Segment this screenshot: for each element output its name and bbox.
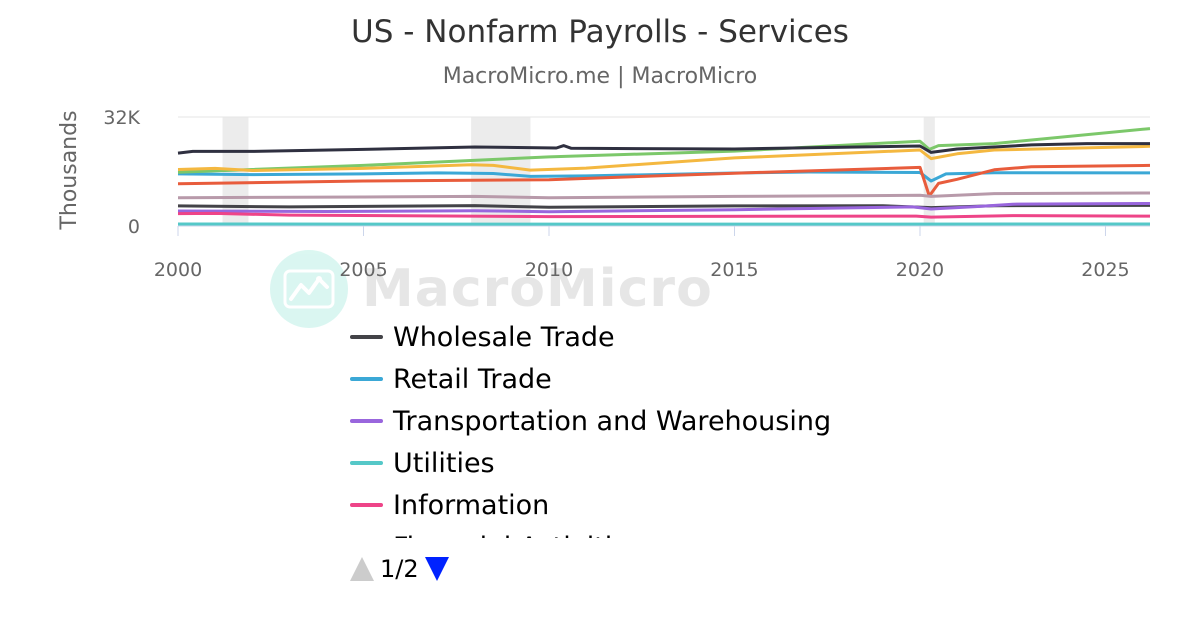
legend-swatch	[350, 503, 383, 507]
legend-swatch	[350, 419, 383, 423]
legend-label: Retail Trade	[393, 363, 552, 395]
watermark-logo-icon	[270, 250, 348, 328]
legend-item[interactable]: Financial Activities	[350, 526, 970, 539]
x-tick-label-0: 2000	[154, 259, 202, 281]
legend-item[interactable]: Utilities	[350, 442, 970, 484]
series-line-4[interactable]	[177, 211, 1151, 219]
legend: Wholesale Trade Retail Trade Transportatio…	[350, 316, 970, 538]
legend-item[interactable]: Transportation and Warehousing	[350, 400, 970, 442]
x-tick-label-4: 2020	[896, 259, 944, 281]
series-line-9[interactable]	[177, 191, 1151, 200]
legend-item[interactable]: Information	[350, 484, 970, 526]
series-group	[177, 127, 1151, 226]
axes	[177, 225, 1150, 236]
tick-labels: 2000 2005 2010 2015 2020 2025 0 32K	[103, 107, 1129, 281]
x-tick-label-1: 2005	[339, 259, 387, 281]
series-line-5[interactable]	[177, 127, 1151, 174]
legend-swatch	[350, 461, 383, 465]
watermark: MacroMicro	[270, 250, 713, 328]
x-tick-label-5: 2025	[1081, 259, 1129, 281]
series-line-6[interactable]	[177, 144, 1151, 172]
legend-swatch	[350, 335, 383, 339]
legend-label: Information	[393, 489, 550, 521]
legend-item[interactable]: Retail Trade	[350, 358, 970, 400]
legend-label: Transportation and Warehousing	[393, 405, 832, 437]
recession-band-2	[923, 117, 935, 226]
chart-title: US - Nonfarm Payrolls - Services	[351, 14, 849, 50]
chart-subtitle: MacroMicro.me | MacroMicro	[442, 64, 758, 89]
legend-item[interactable]: Wholesale Trade	[350, 316, 970, 358]
pager-up-arrow-icon[interactable]	[350, 557, 374, 581]
y-tick-label-0: 0	[128, 216, 140, 238]
x-tick-label-3: 2015	[710, 259, 758, 281]
pager-down-arrow-icon[interactable]	[424, 557, 449, 581]
legend-swatch	[350, 377, 383, 381]
legend-label: Wholesale Trade	[393, 321, 615, 353]
pager-label: 1/2	[380, 555, 419, 583]
series-line-2[interactable]	[177, 202, 1151, 214]
legend-pager: 1/2	[350, 554, 449, 584]
legend-label: Financial Activities	[393, 532, 643, 539]
legend-label: Utilities	[393, 447, 495, 479]
series-line-8[interactable]	[177, 142, 1150, 155]
y-tick-label-1: 32K	[103, 107, 140, 129]
x-tick-label-2: 2010	[525, 259, 573, 281]
watermark-text: MacroMicro	[362, 259, 713, 319]
y-axis-label: Thousands	[57, 110, 82, 230]
